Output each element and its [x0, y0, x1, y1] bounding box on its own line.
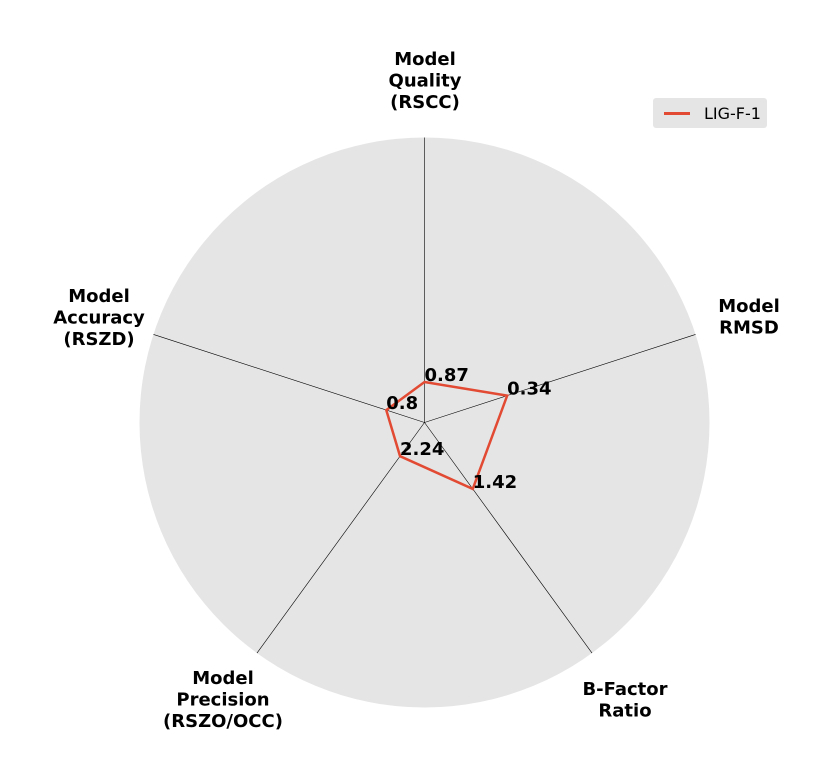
axis-label-line: Accuracy	[53, 308, 145, 329]
axis-label-line: Model	[192, 668, 254, 689]
legend: LIG-F-1	[653, 98, 767, 128]
legend-label: LIG-F-1	[704, 103, 761, 123]
axis-label: B-Factor Ratio	[582, 679, 667, 722]
axis-label: Model Precision (RSZO/OCC)	[163, 668, 283, 732]
axis-label-line: Model	[718, 296, 780, 317]
axis-label-line: Quality	[389, 71, 462, 92]
axis-line	[153, 334, 425, 423]
axis-line	[424, 422, 593, 654]
axis-line	[424, 334, 696, 423]
axis-label: Model Quality (RSCC)	[389, 49, 462, 113]
axis-label-line: Model	[394, 49, 456, 70]
axis-label-line: B-Factor	[582, 679, 667, 700]
axis-label: Model RMSD	[718, 296, 780, 339]
axis-label-line: (RSCC)	[390, 92, 460, 113]
axis-label-line: Model	[68, 286, 130, 307]
data-label: 2.24	[400, 439, 444, 460]
axis-label-line: (RSZD)	[63, 329, 134, 350]
axis-label: Model Accuracy (RSZD)	[53, 286, 145, 350]
axis-label-line: RMSD	[719, 318, 779, 339]
axis-label-line: Ratio	[598, 701, 651, 722]
axis-label-line: (RSZO/OCC)	[163, 711, 283, 732]
axis-line	[256, 422, 425, 654]
data-label: 0.8	[386, 393, 418, 414]
legend-swatch	[664, 111, 690, 115]
data-label: 0.34	[507, 379, 551, 400]
axis-label-line: Precision	[176, 690, 269, 711]
data-label: 0.87	[425, 365, 469, 386]
data-label: 1.42	[473, 472, 517, 493]
series-line	[384, 380, 509, 491]
